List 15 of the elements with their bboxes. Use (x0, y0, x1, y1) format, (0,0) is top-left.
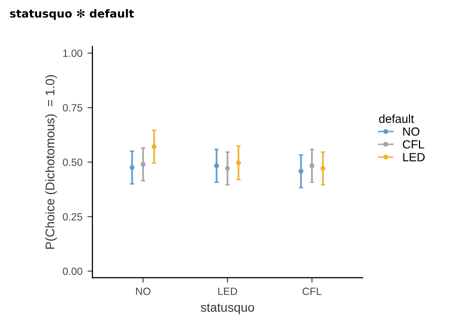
y-tick-label: 0.50 (62, 158, 82, 166)
x-tick-label: CFL (302, 288, 322, 296)
legend-label: NO (403, 127, 420, 136)
y-tick-label: 0.25 (62, 213, 82, 220)
y-tick-label: 0.75 (62, 104, 82, 112)
y-tick-label: 0.00 (62, 268, 82, 275)
x-tick-label: NO (136, 288, 150, 296)
legend-label: CFL (402, 140, 424, 149)
legend-label: LED (403, 153, 425, 162)
chart-title: statusquo ✻ default (10, 9, 134, 20)
x-tick-label: LED (218, 288, 238, 295)
x-axis-title: statusquo (200, 304, 254, 314)
y-axis-title: P(Choice (Dichotomous) = 1.0) (45, 75, 57, 249)
legend-title: default (379, 114, 414, 123)
y-tick-label: 1.00 (63, 50, 82, 57)
